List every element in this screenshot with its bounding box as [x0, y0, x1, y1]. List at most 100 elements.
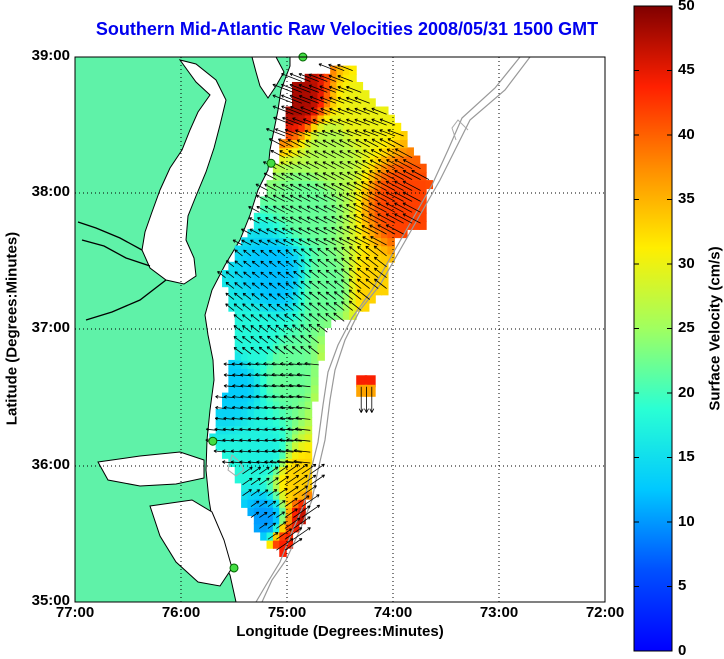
velocity-vector [281, 105, 302, 115]
velocity-cell [323, 171, 332, 181]
velocity-cell [317, 114, 325, 124]
velocity-cell [317, 73, 325, 83]
velocity-cell [317, 310, 325, 320]
velocity-cell [400, 196, 408, 206]
velocity-vector [251, 249, 260, 257]
velocity-vector [214, 416, 226, 421]
velocity-cell [234, 408, 243, 418]
velocity-cell [323, 196, 332, 206]
velocity-vector [370, 236, 387, 246]
velocity-cell [342, 253, 351, 263]
velocity-vector [270, 150, 286, 159]
velocity-cell [260, 441, 268, 451]
velocity-vector [365, 245, 379, 257]
velocity-vector [308, 291, 320, 300]
velocity-cell [374, 237, 383, 247]
velocity-vector [348, 300, 362, 311]
velocity-cell [317, 180, 325, 190]
velocity-cell [387, 147, 395, 157]
velocity-cell [279, 539, 287, 549]
velocity-cell [279, 229, 287, 239]
velocity-vector [268, 260, 277, 268]
velocity-vector [301, 494, 320, 507]
velocity-vector [315, 205, 328, 213]
velocity-cell [330, 114, 338, 124]
velocity-cell [304, 376, 313, 386]
velocity-vector [281, 216, 294, 224]
velocity-vector [305, 150, 319, 159]
velocity-cell [342, 212, 351, 222]
velocity-cell [323, 122, 332, 132]
velocity-vector [259, 489, 269, 497]
velocity-vector [317, 291, 328, 300]
velocity-vector [379, 118, 396, 126]
velocity-vector [279, 150, 294, 159]
velocity-vector [346, 215, 362, 224]
velocity-vector [317, 302, 328, 311]
velocity-vector [257, 228, 269, 235]
velocity-vector [266, 228, 277, 235]
velocity-vector [321, 118, 336, 126]
velocity-cell [336, 139, 344, 149]
velocity-vector [361, 225, 379, 235]
velocity-cell [419, 163, 427, 173]
colorbar-tick-label: 30 [678, 255, 695, 272]
velocity-cell [387, 122, 395, 132]
velocity-vector [256, 206, 269, 213]
velocity-vector [251, 260, 260, 268]
velocity-vector [233, 303, 243, 311]
velocity-vector [333, 258, 345, 268]
velocity-cell [330, 302, 338, 312]
velocity-cell [311, 237, 319, 247]
rappahannock-river [81, 239, 151, 267]
velocity-cell [234, 343, 243, 353]
velocity-vector [362, 107, 379, 115]
velocity-cell [342, 65, 351, 75]
velocity-vector [300, 335, 311, 344]
velocity-cell [285, 196, 294, 206]
velocity-cell [291, 368, 300, 378]
velocity-cell [234, 466, 243, 476]
velocity-cell [253, 515, 262, 525]
velocity-vector [306, 238, 319, 246]
velocity-cell [412, 220, 421, 230]
velocity-vector [368, 213, 387, 224]
velocity-cell [279, 351, 287, 361]
velocity-cell [241, 335, 249, 345]
velocity-vector [298, 73, 319, 82]
velocity-cell [323, 286, 332, 296]
velocity-vector [385, 180, 404, 191]
velocity-cell [355, 286, 364, 296]
velocity-vector [272, 172, 286, 180]
velocity-cell [285, 343, 294, 353]
velocity-vector [293, 459, 311, 464]
velocity-cell [361, 131, 370, 141]
velocity-cell [291, 253, 300, 263]
velocity-cell [317, 196, 325, 206]
velocity-cell [298, 212, 306, 222]
velocity-cell [285, 106, 294, 116]
velocity-vector [402, 159, 421, 170]
velocity-cell [323, 204, 332, 214]
velocity-vector [394, 159, 413, 170]
velocity-cell [323, 180, 332, 190]
velocity-cell [241, 302, 249, 312]
velocity-vector [266, 239, 277, 246]
velocity-cell [241, 384, 249, 394]
velocity-vector [249, 228, 260, 235]
velocity-vector [292, 324, 303, 333]
velocity-vector [293, 249, 303, 257]
velocity-vector [263, 372, 277, 377]
velocity-cell [317, 131, 325, 141]
velocity-cell [247, 319, 255, 329]
velocity-vector [287, 139, 302, 148]
velocity-cell [355, 81, 364, 91]
velocity-vector [296, 139, 311, 148]
velocity-cell [355, 245, 364, 255]
velocity-vector [250, 477, 261, 486]
velocity-vector [360, 181, 379, 191]
velocity-cell [247, 376, 255, 386]
velocity-vector [268, 293, 277, 300]
velocity-cell [304, 220, 313, 230]
velocity-vector [300, 248, 311, 257]
